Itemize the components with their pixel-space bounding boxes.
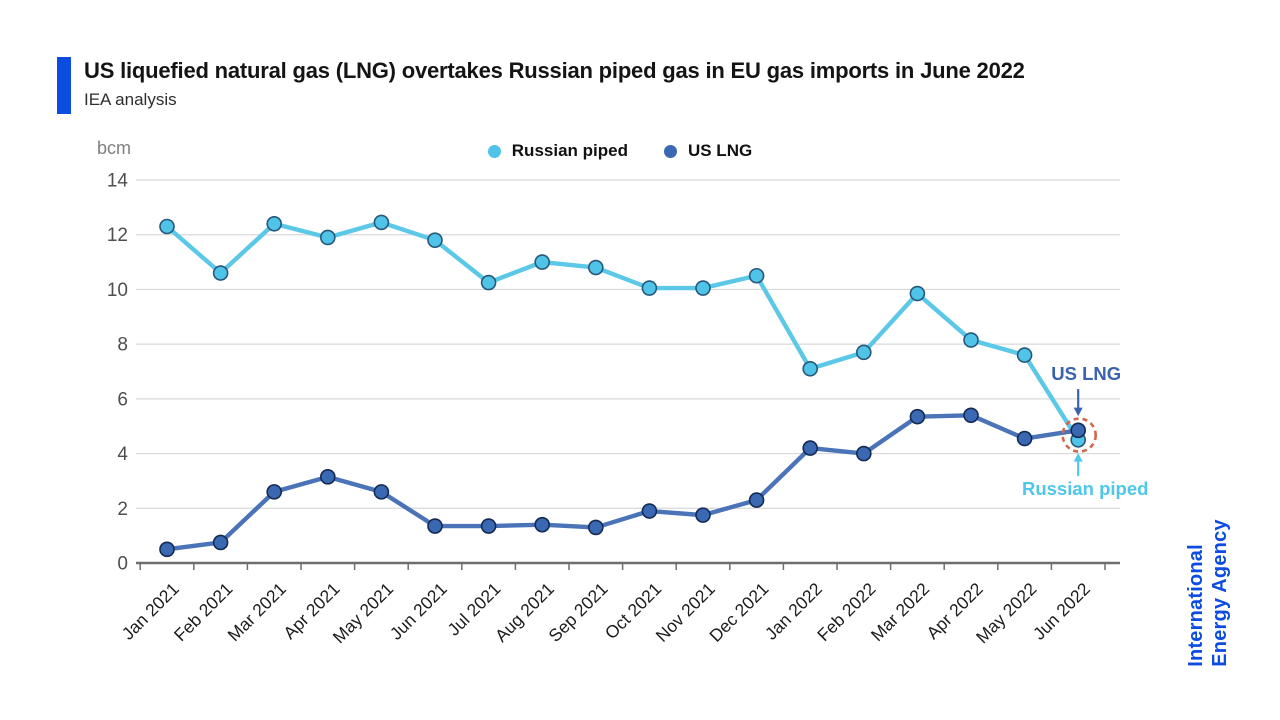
- marker-russian-piped-apr-2022: [963, 332, 979, 348]
- marker-russian-piped-jan-2022: [802, 360, 819, 377]
- marker-russian-piped-aug-2021: [534, 254, 551, 270]
- iea-wordmark: International Energy Agency: [1184, 519, 1232, 666]
- chart-legend: Russian piped US LNG: [90, 141, 1150, 161]
- marker-russian-piped-oct-2021: [641, 280, 658, 296]
- series-line-russian-piped: [164, 220, 1081, 443]
- marker-us-lng-dec-2021: [748, 492, 765, 508]
- marker-us-lng-jun-2022: [1070, 422, 1087, 439]
- marker-us-lng-jan-2022: [802, 440, 819, 456]
- page-title: US liquefied natural gas (LNG) overtakes…: [84, 58, 1025, 83]
- series-line-us-lng: [164, 413, 1081, 552]
- x-tick-label-dec-2021: Dec 2021: [705, 579, 772, 646]
- marker-russian-piped-dec-2021: [748, 267, 765, 284]
- x-tick-label-mar-2021: Mar 2021: [224, 579, 290, 645]
- header: US liquefied natural gas (LNG) overtakes…: [84, 58, 1025, 110]
- marker-us-lng-aug-2021: [534, 516, 551, 533]
- marker-us-lng-feb-2021: [212, 534, 229, 551]
- legend-label-us-lng: US LNG: [687, 141, 753, 160]
- annotation-russian-arrowhead: [1073, 453, 1083, 462]
- title-accent-bar: [57, 57, 71, 114]
- marker-us-lng-sep-2021: [587, 519, 604, 536]
- marker-us-lng-apr-2021: [320, 469, 336, 485]
- legend-item-us-lng: US LNG: [663, 141, 753, 161]
- marker-russian-piped-feb-2021: [212, 265, 229, 281]
- legend-dot-us-lng: [663, 144, 677, 158]
- highlight-ring: [1061, 417, 1098, 453]
- marker-russian-piped-apr-2021: [320, 229, 336, 246]
- y-tick-label-8: 8: [117, 335, 128, 356]
- marker-russian-piped-nov-2021: [695, 280, 711, 296]
- marker-russian-piped-jan-2021: [159, 218, 175, 235]
- y-tick-label-10: 10: [107, 280, 128, 301]
- marker-us-lng-may-2021: [373, 484, 390, 500]
- marker-us-lng-nov-2021: [695, 507, 711, 523]
- y-tick-label-2: 2: [117, 499, 128, 520]
- y-tick-label-14: 14: [107, 171, 129, 192]
- legend-dot-russian-piped: [487, 144, 501, 158]
- marker-us-lng-mar-2022: [909, 408, 926, 425]
- page-subtitle: IEA analysis: [84, 90, 177, 109]
- marker-russian-piped-may-2021: [373, 214, 390, 231]
- annotation-russian-label: Russian piped: [1022, 478, 1148, 499]
- y-axis-unit-label: bcm: [97, 138, 132, 158]
- marker-us-lng-apr-2022: [963, 407, 979, 424]
- y-tick-label-4: 4: [117, 444, 128, 465]
- legend-item-russian-piped: Russian piped: [487, 141, 628, 161]
- y-tick-label-12: 12: [107, 225, 128, 246]
- y-tick-label-6: 6: [117, 389, 128, 410]
- x-tick-label-jun-2021: Jun 2021: [386, 579, 451, 644]
- y-tick-label-0: 0: [117, 554, 128, 575]
- x-tick-label-mar-2022: Mar 2022: [867, 579, 933, 645]
- marker-us-lng-jul-2021: [480, 518, 497, 534]
- iea-wordmark-line2: Energy Agency: [1209, 519, 1231, 667]
- marker-us-lng-feb-2022: [855, 445, 872, 462]
- marker-us-lng-jun-2021: [427, 518, 443, 534]
- annotation-us-lng-arrowhead: [1073, 407, 1083, 417]
- marker-russian-piped-jul-2021: [480, 274, 497, 291]
- marker-us-lng-may-2022: [1016, 430, 1033, 447]
- marker-russian-piped-may-2022: [1016, 347, 1033, 363]
- marker-russian-piped-feb-2022: [855, 344, 872, 361]
- legend-label-russian-piped: Russian piped: [511, 141, 628, 160]
- line-chart: 0 2 4 6 8 10 12 14 Jan 2021 Feb 2021 Mar 2021 Apr 2…: [90, 165, 1160, 665]
- x-tick-label-sep-2021: Sep 2021: [544, 579, 611, 646]
- marker-us-lng-mar-2021: [266, 484, 282, 500]
- marker-us-lng-jan-2021: [159, 541, 175, 558]
- marker-us-lng-oct-2021: [641, 503, 658, 519]
- x-tick-label-jun-2022: Jun 2022: [1029, 579, 1094, 644]
- annotation-us-lng-label: US LNG: [1051, 363, 1121, 384]
- marker-russian-piped-jun-2021: [427, 232, 443, 248]
- marker-russian-piped-mar-2021: [266, 215, 282, 232]
- iea-wordmark-line1: International: [1185, 544, 1207, 667]
- marker-russian-piped-mar-2022: [909, 285, 926, 302]
- marker-russian-piped-sep-2021: [587, 259, 604, 276]
